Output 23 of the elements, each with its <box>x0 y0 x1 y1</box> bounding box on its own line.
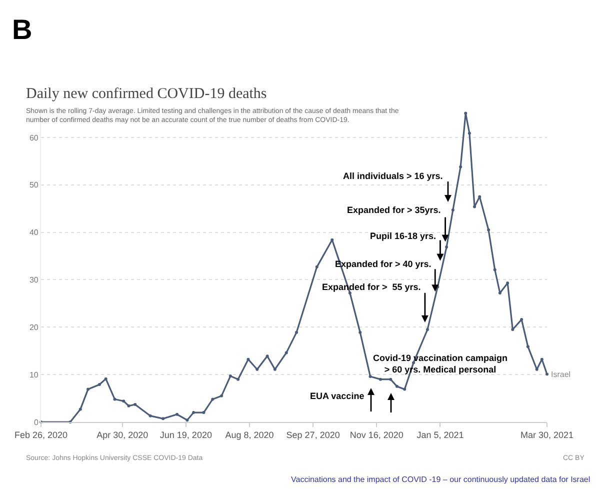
annotation: Expanded for > 35yrs. <box>347 205 441 215</box>
x-tick-label: Jan 5, 2021 <box>416 430 464 440</box>
annotation: Pupil 16-18 yrs. <box>370 231 436 241</box>
x-tick-label: Sep 27, 2020 <box>286 430 340 440</box>
x-tick-label: Aug 8, 2020 <box>225 430 274 440</box>
y-tick-label: 60 <box>29 133 39 142</box>
y-tick-label: 50 <box>29 180 39 190</box>
chart-title: Daily new confirmed COVID-19 deaths <box>26 86 267 102</box>
y-tick-label: 10 <box>29 370 39 380</box>
text: B <box>12 14 32 45</box>
text: Vaccinations and the impact of COVID -19 – our continuously updated data for Israel <box>291 475 590 484</box>
x-tick-label: Nov 16, 2020 <box>350 430 404 440</box>
annotation: All individuals > 16 yrs. <box>343 171 443 181</box>
y-tick-label: 40 <box>29 228 39 238</box>
annotation: EUA vaccine <box>310 391 364 401</box>
y-tick-label: 0 <box>34 418 39 427</box>
x-tick-label: Jun 19, 2020 <box>160 430 212 440</box>
x-tick-label: Feb 26, 2020 <box>14 430 68 440</box>
x-tick-label: Apr 30, 2020 <box>96 430 148 440</box>
x-tick-label: Mar 30, 2021 <box>520 430 574 440</box>
y-tick-label: 20 <box>29 322 39 332</box>
series-label: Israel <box>551 370 571 379</box>
y-tick-label: 30 <box>29 276 39 285</box>
